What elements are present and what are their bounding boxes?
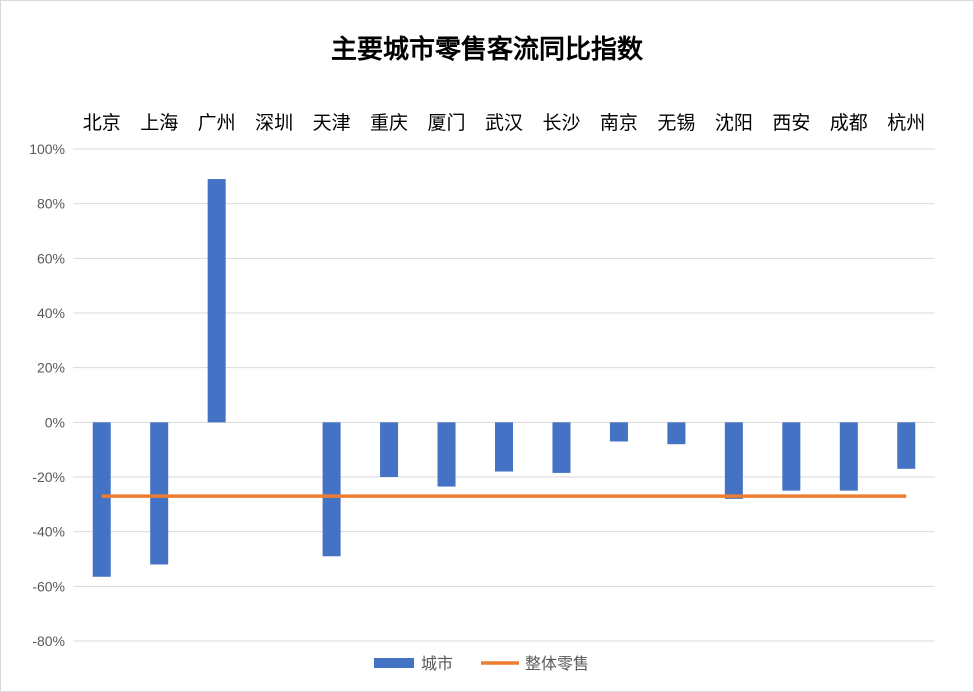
category-label: 沈阳 (715, 112, 753, 134)
category-label: 成都 (830, 112, 868, 134)
category-label: 厦门 (428, 112, 466, 134)
y-tick-label: -80% (32, 633, 65, 649)
bar (322, 422, 341, 557)
bar (609, 422, 628, 442)
category-label: 上海 (140, 112, 178, 134)
category-label: 重庆 (370, 112, 408, 134)
bar (839, 422, 858, 491)
y-tick-label: -20% (32, 469, 65, 485)
bar (724, 422, 743, 499)
y-tick-label: 80% (37, 196, 65, 212)
bar (495, 422, 513, 472)
bar (207, 179, 226, 423)
y-tick-label: 0% (45, 414, 65, 430)
category-label: 深圳 (255, 112, 293, 134)
category-label: 西安 (772, 112, 810, 134)
bar (380, 422, 399, 477)
y-tick-label: 100% (29, 141, 65, 157)
bar (782, 422, 801, 491)
bar (150, 422, 169, 565)
bar (897, 422, 916, 469)
y-tick-label: 20% (37, 360, 65, 376)
category-label: 广州 (198, 112, 236, 134)
y-tick-label: 40% (37, 305, 65, 321)
y-tick-label: -60% (32, 578, 65, 594)
category-label: 无锡 (657, 112, 695, 134)
category-label: 南京 (600, 112, 638, 134)
category-label: 杭州 (887, 112, 925, 134)
category-label: 天津 (313, 112, 351, 134)
legend-label: 城市 (421, 654, 453, 673)
legend-label: 整体零售 (525, 654, 589, 673)
category-label: 长沙 (542, 112, 580, 134)
bar (552, 422, 571, 473)
y-tick-label: -40% (32, 524, 65, 540)
bar (437, 422, 456, 487)
bar (667, 422, 686, 445)
chart-title: 主要城市零售客流同比指数 (330, 35, 643, 65)
legend-swatch-bar (374, 658, 414, 668)
category-label: 武汉 (485, 112, 523, 134)
y-tick-label: 60% (37, 250, 65, 266)
bar (92, 422, 111, 577)
category-label: 北京 (83, 112, 121, 134)
